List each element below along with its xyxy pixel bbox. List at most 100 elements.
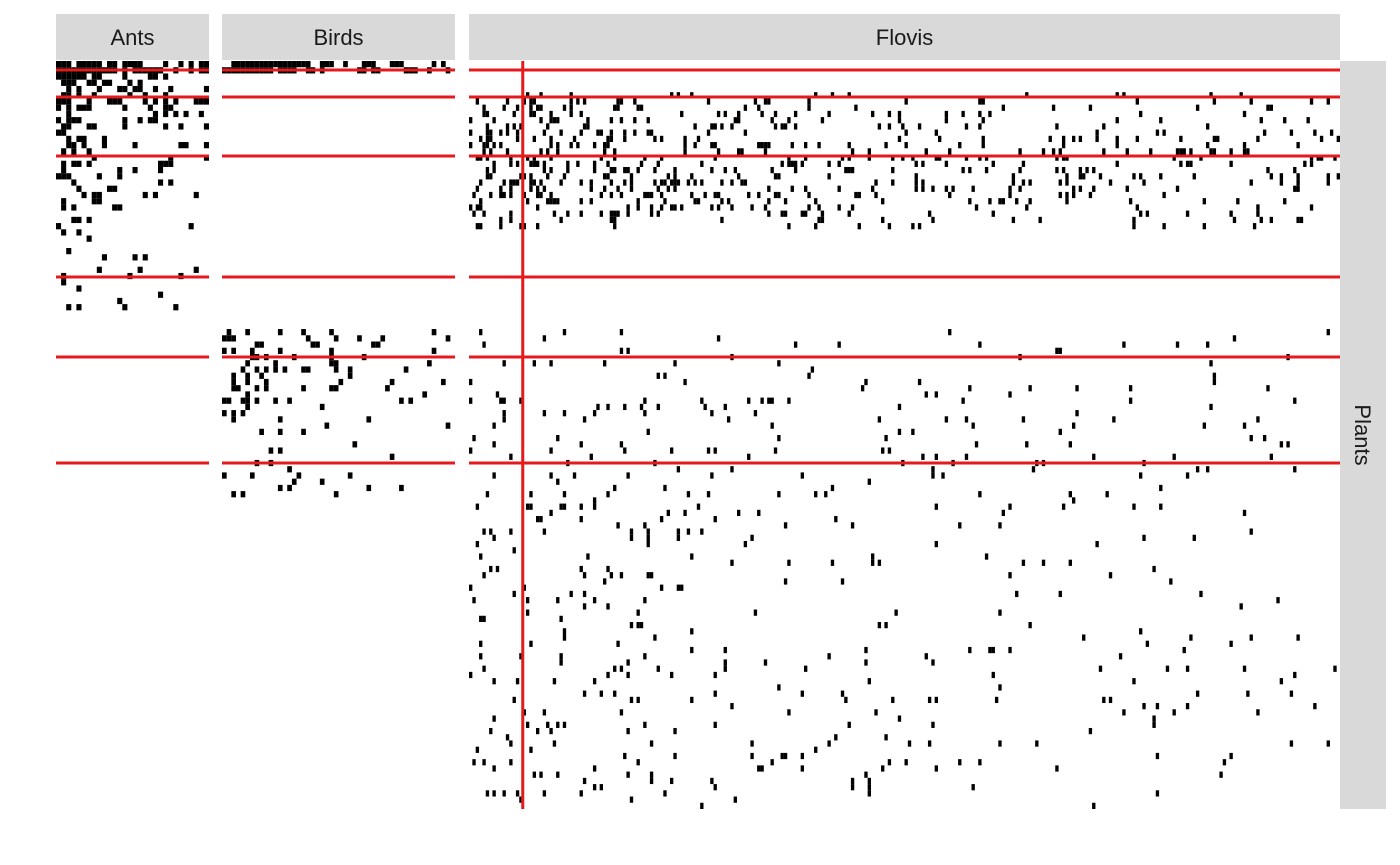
interaction-cell [147, 104, 153, 111]
interaction-cell [1001, 104, 1005, 111]
interaction-cell [606, 135, 610, 143]
interaction-cell [1065, 191, 1069, 199]
interaction-cell [1192, 534, 1196, 541]
interaction-cell [559, 653, 563, 660]
interaction-cell [629, 185, 634, 192]
interaction-cell [485, 173, 490, 180]
interaction-cell [1155, 129, 1160, 136]
interaction-cell [1289, 129, 1294, 136]
interaction-cell [347, 472, 353, 479]
interaction-cell [626, 771, 630, 778]
interaction-cell [91, 191, 97, 199]
interaction-cell [850, 784, 855, 791]
interaction-cell [1326, 740, 1330, 747]
interaction-cell [76, 135, 82, 143]
interaction-cell [66, 61, 72, 68]
interaction-cell [586, 553, 590, 560]
interaction-cell [249, 472, 255, 479]
panel-birds [222, 61, 455, 498]
interaction-cell [301, 329, 306, 336]
interaction-cell [163, 92, 169, 99]
interaction-cell [71, 216, 77, 224]
interaction-cell [683, 148, 687, 155]
interaction-cell [552, 198, 557, 205]
interaction-cell [495, 565, 500, 573]
interaction-cell [780, 160, 784, 167]
interaction-cell [877, 559, 882, 566]
interaction-cell [56, 129, 62, 136]
interaction-cell [71, 73, 77, 80]
interaction-cell [579, 441, 583, 448]
interaction-cell [492, 472, 496, 479]
interaction-cell [366, 484, 372, 492]
interaction-cell [56, 104, 62, 111]
interaction-cell [1001, 509, 1005, 517]
interaction-cell [76, 104, 82, 111]
interaction-cell [840, 578, 845, 585]
interaction-cell [619, 347, 624, 354]
interaction-cell [599, 154, 603, 161]
interaction-cell [1115, 142, 1119, 149]
interaction-cell [1229, 210, 1233, 217]
interaction-cell [770, 117, 774, 124]
interaction-cell [1065, 154, 1069, 161]
interaction-cell [964, 123, 969, 130]
interaction-cell [492, 117, 496, 124]
interaction-cell [245, 378, 250, 386]
interaction-cell [686, 179, 691, 186]
interaction-cell [235, 385, 241, 392]
interaction-cell [994, 696, 999, 704]
interaction-cell [958, 759, 962, 766]
interaction-cell [904, 142, 908, 149]
interaction-cell [1072, 422, 1076, 429]
interaction-cell [931, 216, 935, 224]
interaction-cell [663, 198, 667, 205]
interaction-cell [188, 223, 194, 230]
interaction-cell [1058, 148, 1062, 155]
interaction-cell [549, 198, 553, 205]
interaction-cell [482, 528, 486, 535]
interaction-cell [690, 92, 694, 99]
interaction-cell [1159, 173, 1163, 180]
interaction-cell [562, 503, 567, 510]
interaction-cell [592, 410, 597, 417]
interaction-cell [529, 503, 533, 510]
interaction-cell [783, 522, 788, 529]
interaction-cell [1018, 185, 1022, 192]
interaction-cell [127, 92, 133, 99]
interaction-cell [375, 341, 381, 348]
interaction-cell [347, 366, 353, 373]
interaction-cell [569, 92, 573, 99]
interaction-cell [445, 422, 451, 429]
interaction-cell [623, 447, 627, 454]
interaction-cell [626, 472, 630, 479]
interaction-cell [559, 659, 563, 666]
interaction-cell [385, 385, 390, 392]
interaction-cell [329, 61, 334, 68]
interaction-cell [569, 590, 573, 598]
interaction-cell [670, 179, 674, 186]
interaction-cell [726, 416, 731, 423]
interaction-cell [984, 154, 989, 161]
interaction-cell [860, 385, 865, 392]
interaction-cell [690, 696, 694, 704]
interaction-cell [961, 397, 965, 404]
interaction-cell [951, 185, 955, 192]
interaction-cell [619, 117, 624, 124]
interaction-cell [512, 123, 516, 130]
interaction-cell [529, 110, 533, 118]
interaction-cell [1306, 117, 1310, 124]
interaction-cell [867, 154, 871, 161]
interaction-cell [168, 154, 174, 161]
interaction-cell [1075, 385, 1079, 392]
interaction-cell [579, 198, 583, 205]
interaction-cell [522, 584, 526, 591]
interaction-cell [974, 204, 979, 211]
interaction-cell [512, 110, 516, 118]
interaction-cell [971, 784, 975, 791]
interaction-cell [441, 61, 446, 68]
interaction-cell [482, 148, 486, 155]
interaction-cell [475, 540, 480, 548]
interaction-cell [1008, 646, 1012, 654]
interaction-cell [71, 160, 77, 167]
